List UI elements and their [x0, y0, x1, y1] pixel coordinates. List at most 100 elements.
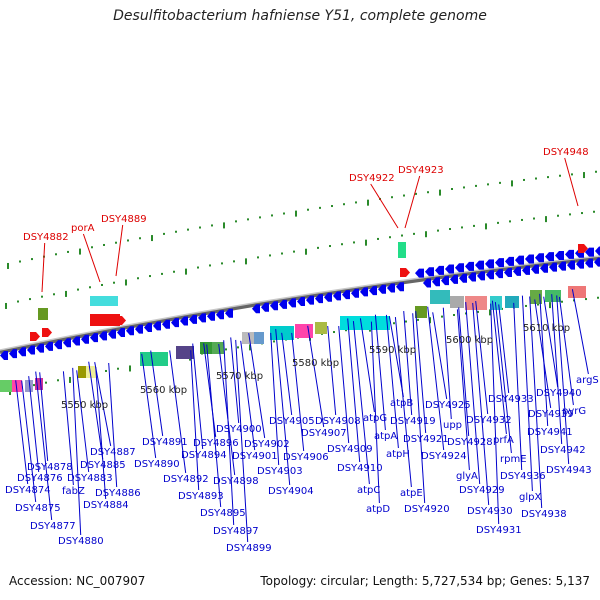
gene-label: DSY4896: [193, 438, 239, 449]
gene-label: DSY4943: [546, 465, 592, 476]
gene-block: [212, 342, 224, 354]
gene-arrow: [27, 345, 35, 355]
connector-line: [240, 340, 256, 451]
highlight-connectors: [41, 157, 579, 293]
gene-arrow: [594, 257, 600, 267]
connector-line: [291, 332, 305, 452]
connector-line: [456, 309, 470, 471]
genome-backbone: [0, 256, 600, 354]
gene-arrow: [108, 329, 116, 339]
gene-arrow: [522, 265, 530, 275]
gene-arrow: [45, 341, 53, 351]
gene-label: rpmE: [500, 454, 527, 465]
connector-line: [458, 307, 470, 437]
gene-arrow: [144, 322, 152, 332]
connector-line: [427, 306, 445, 451]
tick-dot: [535, 177, 537, 180]
highlight-label: DSY4948: [543, 147, 589, 158]
gene-arrow: [396, 282, 404, 292]
gene-arrow: [558, 261, 566, 271]
tick-dot: [79, 248, 81, 255]
tick-dot: [393, 322, 395, 325]
tick-dot: [463, 186, 465, 189]
gene-label: DSY4901: [232, 451, 278, 462]
gene-block: [568, 286, 586, 298]
connector-line: [169, 350, 187, 474]
gene-label: upp: [443, 420, 462, 431]
tick-dot: [187, 228, 189, 231]
tick-dot: [19, 260, 21, 263]
tick-dot: [521, 218, 523, 221]
connector-line: [62, 371, 74, 486]
tick-dot: [175, 230, 177, 233]
tick-dot: [197, 266, 199, 269]
gene-arrow: [216, 310, 224, 320]
connector-line: [28, 376, 40, 473]
gene-label: DSY4895: [200, 508, 246, 519]
tick-dot: [439, 189, 441, 196]
gene-arrow: [435, 265, 444, 275]
connector-line: [529, 296, 543, 509]
connector-line: [490, 303, 500, 525]
gene-arrow: [126, 326, 134, 336]
gene-arrow: [495, 258, 504, 268]
tick-dot: [77, 288, 79, 291]
gene-arrow: [450, 274, 458, 284]
gene-arrow: [270, 301, 278, 311]
connector-line: [94, 362, 112, 447]
tick-dot: [365, 239, 367, 246]
tick-dot: [293, 250, 295, 253]
connector-line: [465, 301, 481, 485]
connector-line: [35, 371, 53, 521]
gene-arrow: [117, 327, 125, 337]
tick-dot: [283, 212, 285, 215]
connector-line: [359, 318, 375, 413]
scale-label: 5560 kbp: [140, 385, 187, 396]
gene-label: DSY4891: [142, 437, 188, 448]
connector-line: [95, 367, 107, 500]
tick-dot: [149, 275, 151, 278]
gene-label: DSY4910: [337, 463, 383, 474]
tick-dot: [41, 295, 43, 298]
gene-arrow: [468, 272, 476, 282]
tick-dot: [33, 384, 35, 387]
gene-arrow: [297, 296, 305, 306]
gene-label: DSY4931: [476, 525, 522, 536]
connector-line: [558, 296, 574, 406]
connector-line: [15, 380, 29, 485]
gene-label: argS: [576, 375, 599, 386]
tick-dot: [101, 283, 103, 286]
connector-line: [498, 304, 510, 394]
tick-dot: [511, 180, 513, 187]
tick-dot: [173, 270, 175, 273]
tick-dot: [105, 369, 107, 372]
gene-label: glpX: [519, 492, 541, 503]
gene-arrow: [135, 324, 143, 334]
gene-label: DSY4925: [425, 400, 471, 411]
gene-arrow: [535, 253, 544, 263]
tick-dot: [537, 303, 539, 306]
gene-label: DSY4919: [390, 416, 436, 427]
gene-arrow: [225, 308, 233, 318]
gene-label: DSY4900: [216, 424, 262, 435]
gene-arrow: [515, 255, 524, 265]
gene-label: glyA: [456, 471, 478, 482]
tick-dot: [581, 212, 583, 215]
tick-dot: [307, 208, 309, 211]
gene-arrow: [465, 261, 474, 271]
tick-dot: [139, 237, 141, 240]
tick-dot: [235, 220, 237, 223]
connector-line: [192, 343, 204, 450]
tick-dot: [225, 348, 227, 351]
gene-label: DSY4878: [27, 462, 73, 473]
tick-dot: [345, 329, 347, 332]
tick-dot: [117, 367, 119, 370]
gene-arrow: [423, 278, 431, 288]
gene-arrow: [585, 247, 594, 257]
gene-arrow: [565, 249, 574, 259]
connector-line: [21, 380, 37, 503]
tick-dot: [55, 253, 57, 256]
tick-dots: [5, 170, 599, 395]
gene-arrow: [90, 333, 98, 343]
connector-line: [150, 350, 164, 437]
